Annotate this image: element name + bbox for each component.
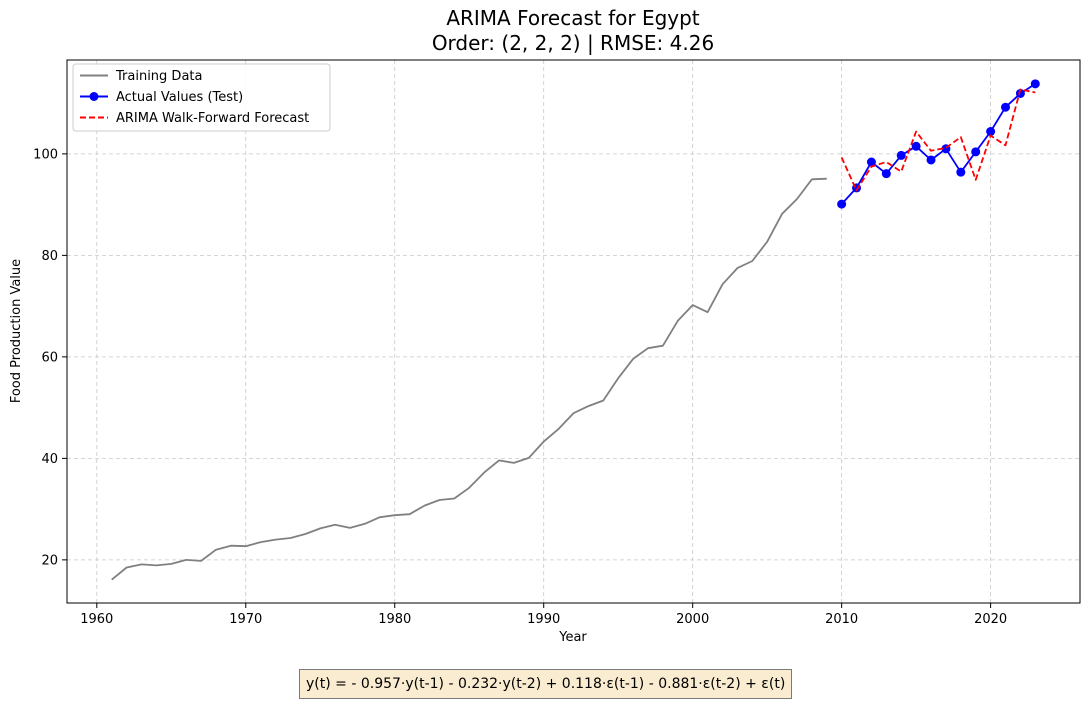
arima-forecast-chart: ARIMA Forecast for Egypt Order: (2, 2, 2…	[9, 6, 1081, 645]
x-tick-label: 1970	[229, 612, 262, 627]
legend-marker-actual	[89, 92, 99, 101]
actual-values-point	[1001, 102, 1011, 112]
actual-values-point	[837, 199, 847, 209]
chart-title-line1: ARIMA Forecast for Egypt	[446, 6, 699, 30]
actual-values-point	[1015, 88, 1025, 98]
grid-lines	[67, 60, 1080, 603]
legend-label-actual: Actual Values (Test)	[116, 90, 243, 105]
actual-values-point	[896, 150, 906, 160]
arima-forecast-line	[840, 88, 1036, 192]
y-axis-label: Food Production Value	[9, 259, 24, 403]
actual-values-point	[881, 169, 891, 179]
legend: Training Data Actual Values (Test) ARIMA…	[72, 63, 331, 132]
actual-values-point	[911, 141, 921, 151]
legend-frame	[72, 63, 331, 132]
y-tick-label: 20	[41, 553, 58, 568]
y-tick-label: 100	[33, 147, 58, 162]
y-tick-label: 80	[41, 249, 58, 264]
y-tick-label: 60	[41, 350, 58, 365]
legend-label-forecast: ARIMA Walk-Forward Forecast	[116, 111, 309, 126]
plot-frame	[66, 59, 1081, 604]
x-tick-label: 1960	[80, 612, 113, 627]
actual-values-point	[866, 157, 876, 167]
y-tick-label: 40	[41, 452, 58, 467]
x-tick-label: 1980	[378, 612, 411, 627]
training-data-line	[111, 177, 827, 581]
arima-formula-box: y(t) = - 0.957·y(t-1) - 0.232·y(t-2) + 0…	[299, 669, 793, 699]
series-layer	[111, 79, 1040, 581]
chart-title-line2: Order: (2, 2, 2) | RMSE: 4.26	[432, 31, 714, 55]
legend-label-training: Training Data	[115, 69, 202, 84]
actual-values-point	[971, 147, 981, 157]
actual-values-point	[926, 155, 936, 165]
actual-values-point	[986, 127, 996, 137]
x-tick-label: 2020	[974, 612, 1007, 627]
x-tick-label: 1990	[527, 612, 560, 627]
x-tick-label: 2000	[676, 612, 709, 627]
x-axis-label: Year	[558, 630, 587, 645]
x-tick-label: 2010	[825, 612, 858, 627]
actual-values-point	[1030, 79, 1040, 89]
actual-values-point	[956, 167, 966, 177]
